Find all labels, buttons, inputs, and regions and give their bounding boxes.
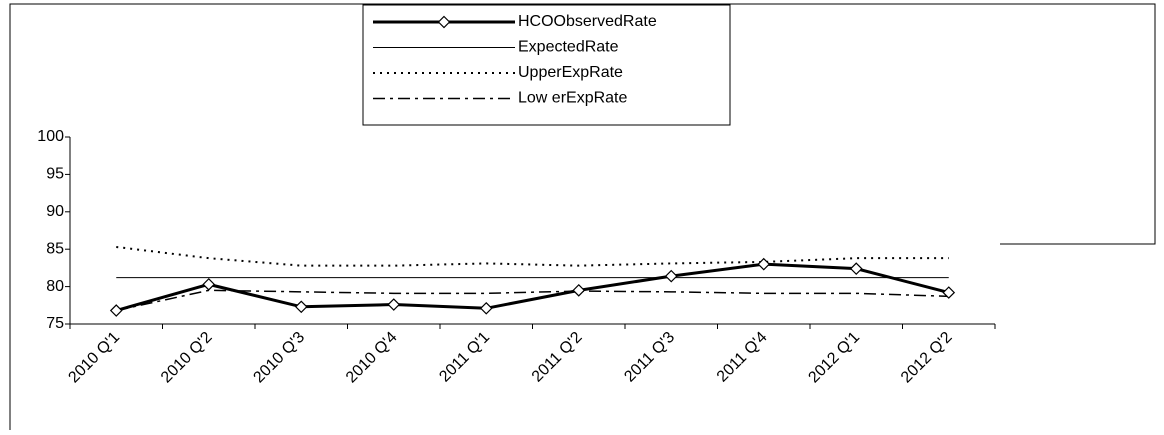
data-marker (664, 269, 678, 283)
data-marker (479, 301, 493, 315)
data-marker (757, 257, 771, 271)
data-marker (942, 286, 956, 299)
data-marker (202, 278, 216, 291)
series-line (116, 245, 949, 267)
chart-frame (9, 3, 1156, 430)
legend-label: UpperExpRate (518, 64, 623, 81)
y-tick-label: 95 (46, 166, 64, 183)
y-tick-label: 80 (46, 278, 64, 295)
x-tick-label: 2012 Q'2 (898, 329, 956, 387)
x-tick-label: 2010 Q'4 (343, 329, 401, 387)
legend-label: HCOObservedRate (518, 13, 657, 30)
legend-marker (437, 15, 451, 29)
y-tick-label: 85 (46, 240, 64, 257)
x-tick-label: 2011 Q'3 (621, 329, 678, 386)
data-marker (849, 262, 863, 275)
x-tick-label: 2010 Q'1 (65, 329, 123, 387)
y-tick-label: 75 (46, 315, 64, 332)
x-tick-label: 2011 Q'2 (529, 329, 586, 386)
x-tick-label: 2011 Q'1 (436, 329, 493, 386)
legend-box (362, 4, 731, 126)
data-marker (572, 283, 586, 297)
series-line (115, 262, 950, 312)
legend-label: ExpectedRate (518, 39, 619, 56)
legend-label: Low erExpRate (518, 90, 627, 107)
x-tick-label: 2010 Q'2 (158, 329, 216, 387)
series-line (116, 289, 949, 312)
y-tick-label: 100 (37, 128, 64, 145)
x-tick-label: 2012 Q'1 (805, 329, 863, 387)
data-marker (294, 300, 308, 314)
x-tick-label: 2011 Q'4 (714, 329, 771, 386)
x-tick-label: 2010 Q'3 (250, 329, 308, 387)
data-marker (109, 304, 123, 317)
data-marker (387, 298, 401, 311)
y-tick-label: 90 (46, 203, 64, 220)
